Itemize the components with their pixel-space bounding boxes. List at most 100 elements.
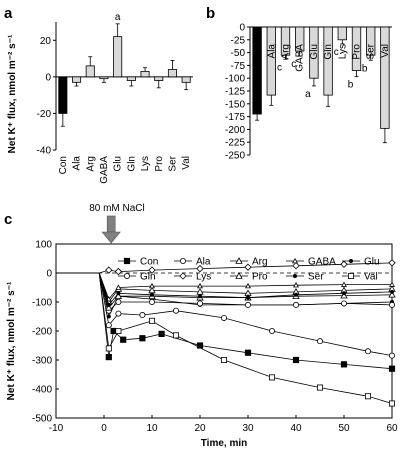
bar — [181, 76, 191, 83]
data-point — [196, 264, 204, 273]
y-tick-label: -300 — [32, 356, 52, 367]
treatment-arrow-head — [101, 231, 121, 244]
bar-chart-b: 0-25 -50 -75 -100 -125-150 -175 -200 -225 -250 Co… — [225, 23, 392, 162]
data-point — [268, 327, 275, 334]
bar — [72, 76, 82, 83]
data-point — [244, 301, 251, 308]
bar — [252, 26, 262, 115]
y-tick-label: -150 — [225, 99, 245, 110]
x-tick-label: 30 — [242, 423, 254, 434]
data-point — [139, 335, 146, 342]
x-tick-label: 40 — [290, 423, 302, 434]
data-point — [235, 257, 243, 264]
y-tick-label: -50 — [231, 48, 246, 59]
panel-label-b: b — [206, 5, 215, 22]
category-label: Val — [181, 156, 192, 170]
legend-entry: Ala — [196, 257, 211, 268]
data-point — [364, 393, 371, 400]
y-tick-label: 100 — [35, 240, 52, 251]
legend-entry: Arg — [252, 257, 268, 268]
data-point — [342, 291, 346, 296]
data-point — [246, 295, 250, 300]
bar — [58, 76, 68, 114]
legend-entry: Lys — [196, 272, 211, 283]
panel-label-a: a — [4, 5, 13, 22]
legend: Con Ala Arg GABA Glu Gln Lys Pro Ser Val — [118, 257, 380, 283]
data-point — [292, 257, 298, 264]
bar — [337, 26, 347, 41]
data-point — [316, 338, 323, 345]
legend-entry: Glu — [364, 257, 380, 268]
data-point — [364, 348, 371, 355]
significance-letter: a — [115, 12, 121, 23]
data-point — [115, 327, 122, 334]
data-point — [158, 330, 165, 337]
category-label: Arg — [85, 156, 96, 172]
y-tick-label: -20 — [37, 109, 52, 120]
data-point — [114, 292, 123, 300]
y-tick-label: -100 — [32, 298, 52, 309]
data-point — [340, 300, 347, 307]
bar — [126, 76, 136, 81]
category-label: Pro — [352, 44, 363, 60]
data-point — [197, 282, 203, 289]
x-tick-label: -10 — [49, 423, 64, 434]
category-label: Val — [380, 44, 391, 58]
data-point — [347, 272, 354, 279]
category-label: GABA — [295, 44, 306, 72]
data-point — [340, 260, 348, 268]
series-ala: Ala — [56, 272, 395, 359]
data-point — [316, 384, 323, 391]
data-point — [388, 259, 396, 267]
data-point — [115, 310, 122, 317]
data-point — [114, 267, 123, 276]
series-line — [56, 262, 393, 274]
y-tick-label: -125 — [225, 87, 245, 98]
bar-chart-a: 20 0 -20 -40 Con Ala Arg GABA a Glu Gln Lys Pro Ser Va… — [7, 12, 193, 184]
category-label: Ala — [72, 156, 83, 171]
bar — [85, 65, 95, 78]
significance-letter: c — [334, 47, 339, 58]
data-point — [293, 282, 299, 288]
significance-letter: c — [277, 62, 282, 73]
data-point — [341, 281, 347, 287]
category-label: Con — [58, 156, 69, 174]
data-point — [123, 257, 131, 265]
legend-entry: Gln — [140, 272, 156, 283]
data-point — [115, 298, 122, 305]
bar — [266, 26, 276, 96]
data-point — [148, 266, 156, 274]
legend-entry: Ser — [308, 272, 324, 283]
bar — [99, 76, 109, 80]
bar — [323, 26, 333, 96]
data-point — [340, 361, 348, 368]
category-label: GABA — [99, 156, 110, 184]
data-point — [179, 257, 186, 264]
series-line — [56, 272, 393, 306]
x-tick-label: 50 — [338, 423, 350, 434]
data-point — [139, 312, 146, 319]
data-point — [292, 301, 299, 308]
data-point — [148, 298, 155, 305]
data-point — [105, 303, 113, 311]
category-label: Lys — [337, 44, 348, 59]
data-point — [268, 374, 275, 381]
data-point — [245, 282, 251, 289]
category-label: Glu — [113, 156, 124, 172]
category-label: Glu — [309, 44, 320, 60]
y-tick-label: 20 — [40, 36, 52, 47]
data-point — [388, 290, 396, 298]
data-point — [388, 400, 395, 407]
y-tick-label: -40 — [37, 146, 52, 157]
legend-entry: GABA — [308, 257, 336, 268]
y-axis-title: Net K⁺ flux, nmol m⁻² s⁻¹ — [6, 281, 17, 400]
y-tick-label: -200 — [32, 327, 52, 338]
data-point — [172, 332, 179, 339]
data-point — [220, 356, 227, 363]
data-point — [149, 282, 155, 289]
significance-letter: b — [362, 63, 368, 74]
treatment-arrow-shaft — [106, 215, 116, 233]
y-axis-title: Net K⁺ flux, nmol m⁻² s⁻¹ — [7, 34, 18, 153]
treatment-label: 80 mM NaCl — [89, 203, 145, 214]
